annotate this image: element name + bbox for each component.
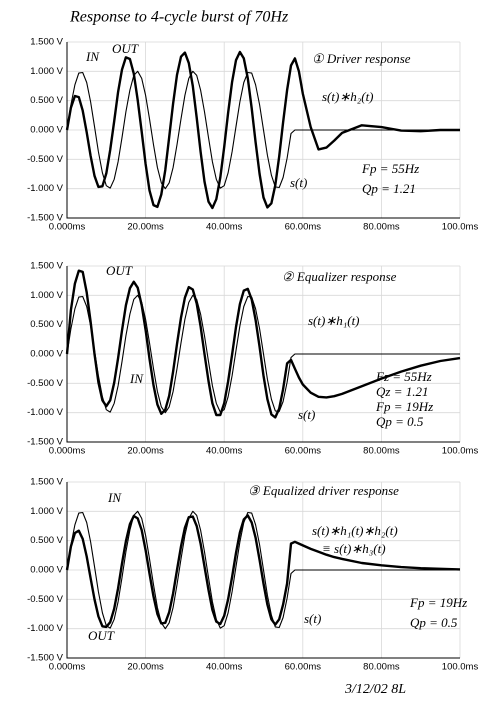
annotation: Qz = 1.21 bbox=[376, 384, 428, 399]
x-tick-label: 100.0ms bbox=[442, 446, 479, 457]
page-title: Response to 4-cycle burst of 70Hz bbox=[69, 9, 289, 26]
x-tick-label: 0.000ms bbox=[49, 446, 86, 457]
annotation: Fp = 19Hz bbox=[375, 399, 433, 414]
series-label: OUT bbox=[112, 41, 139, 56]
y-tick-label: -1.500 V bbox=[27, 653, 64, 664]
signature: 3/12/02 8L bbox=[344, 682, 406, 697]
y-tick-label: -0.500 V bbox=[27, 378, 64, 389]
y-tick-label: 1.500 V bbox=[30, 37, 63, 48]
annotation: Fp = 19Hz bbox=[409, 595, 467, 610]
y-tick-label: 0.500 V bbox=[30, 95, 63, 106]
y-tick-label: 0.000 V bbox=[30, 349, 63, 360]
y-tick-label: -1.000 V bbox=[27, 183, 64, 194]
x-tick-label: 40.00ms bbox=[206, 222, 243, 233]
x-tick-label: 60.00ms bbox=[285, 222, 322, 233]
x-tick-label: 20.00ms bbox=[127, 446, 164, 457]
series-line bbox=[65, 269, 461, 419]
y-tick-label: 1.500 V bbox=[30, 477, 63, 488]
series-line bbox=[66, 510, 460, 630]
x-tick-label: 0.000ms bbox=[49, 222, 86, 233]
x-tick-label: 20.00ms bbox=[127, 222, 164, 233]
annotation: s(t) bbox=[304, 611, 321, 626]
annotation: Qp = 1.21 bbox=[362, 181, 416, 196]
y-tick-label: -0.500 V bbox=[27, 594, 64, 605]
annotation: ③ Equalized driver response bbox=[248, 483, 399, 498]
y-tick-label: -1.500 V bbox=[27, 213, 64, 224]
x-tick-label: 20.00ms bbox=[127, 662, 164, 673]
x-tick-label: 100.0ms bbox=[442, 222, 479, 233]
series-line bbox=[66, 70, 460, 190]
y-tick-label: -1.000 V bbox=[27, 407, 64, 418]
series-line bbox=[65, 50, 460, 210]
y-tick-label: 0.500 V bbox=[30, 319, 63, 330]
annotation: s(t)∗h₂(t) bbox=[322, 89, 374, 104]
x-tick-label: 60.00ms bbox=[285, 662, 322, 673]
annotation: Qp = 0.5 bbox=[376, 414, 424, 429]
y-tick-label: 0.000 V bbox=[30, 565, 63, 576]
axis-frame bbox=[66, 42, 460, 219]
axis-frame bbox=[66, 482, 460, 659]
axis-frame bbox=[66, 266, 460, 443]
annotation: ① Driver response bbox=[312, 51, 411, 66]
annotation: Fp = 55Hz bbox=[361, 161, 419, 176]
y-tick-label: 1.000 V bbox=[30, 290, 63, 301]
annotation: Fz = 55Hz bbox=[375, 369, 432, 384]
series-label: IN bbox=[107, 490, 122, 505]
series-label: IN bbox=[129, 371, 144, 386]
x-tick-label: 80.00ms bbox=[363, 446, 400, 457]
y-tick-label: 0.000 V bbox=[30, 125, 63, 136]
annotation: ≡ s(t)∗h₃(t) bbox=[322, 541, 386, 556]
y-tick-label: 1.000 V bbox=[30, 66, 63, 77]
x-tick-label: 40.00ms bbox=[206, 446, 243, 457]
x-tick-label: 80.00ms bbox=[363, 222, 400, 233]
annotation: s(t)∗h₁(t)∗h₂(t) bbox=[312, 523, 398, 538]
annotation: s(t)∗h₁(t) bbox=[308, 313, 360, 328]
y-tick-label: -1.500 V bbox=[27, 437, 64, 448]
annotation: s(t) bbox=[290, 175, 307, 190]
y-tick-label: -0.500 V bbox=[27, 154, 64, 165]
x-tick-label: 0.000ms bbox=[49, 662, 86, 673]
series-label: IN bbox=[85, 49, 100, 64]
x-tick-label: 80.00ms bbox=[363, 662, 400, 673]
y-tick-label: -1.000 V bbox=[27, 623, 64, 634]
series-line bbox=[66, 294, 460, 414]
y-tick-label: 0.500 V bbox=[30, 535, 63, 546]
annotation: s(t) bbox=[298, 407, 315, 422]
x-tick-label: 100.0ms bbox=[442, 662, 479, 673]
y-tick-label: 1.500 V bbox=[30, 261, 63, 272]
annotation: Qp = 0.5 bbox=[410, 615, 458, 630]
series-line bbox=[65, 514, 461, 629]
y-tick-label: 1.000 V bbox=[30, 506, 63, 517]
x-tick-label: 60.00ms bbox=[285, 446, 322, 457]
annotation: ② Equalizer response bbox=[282, 269, 397, 284]
series-label: OUT bbox=[88, 628, 115, 643]
series-label: OUT bbox=[106, 263, 133, 278]
x-tick-label: 40.00ms bbox=[206, 662, 243, 673]
